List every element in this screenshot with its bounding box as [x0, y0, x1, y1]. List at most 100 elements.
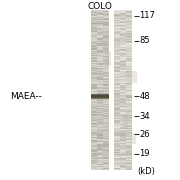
Bar — [120, 123, 126, 124]
Bar — [97, 119, 103, 120]
Bar — [91, 35, 97, 37]
Bar — [114, 19, 120, 20]
Bar — [91, 163, 97, 164]
Bar — [97, 161, 103, 162]
Bar — [91, 97, 97, 98]
Bar — [97, 20, 103, 21]
Bar — [120, 118, 126, 119]
Bar — [114, 24, 120, 25]
Bar — [126, 156, 132, 157]
Bar — [114, 86, 120, 87]
Bar — [126, 101, 132, 102]
Bar — [126, 62, 132, 63]
Bar — [103, 103, 109, 104]
Bar — [97, 149, 103, 150]
Bar — [126, 84, 132, 85]
Bar — [126, 84, 132, 85]
Bar — [97, 145, 103, 146]
Bar — [120, 163, 126, 164]
Bar — [97, 14, 103, 15]
Bar — [114, 64, 120, 65]
Bar — [103, 167, 109, 168]
Bar — [120, 35, 126, 36]
Bar — [114, 72, 120, 73]
Bar — [97, 69, 103, 70]
Text: 34: 34 — [140, 112, 150, 121]
Text: 48: 48 — [140, 92, 150, 101]
Bar — [103, 37, 109, 38]
Bar — [97, 64, 103, 65]
Bar — [91, 119, 97, 120]
Bar — [126, 17, 132, 18]
Bar — [97, 21, 103, 22]
Bar — [103, 156, 109, 158]
Bar — [97, 45, 103, 46]
Bar — [103, 98, 109, 99]
Bar — [91, 64, 97, 65]
Bar — [126, 48, 132, 49]
Bar — [114, 107, 120, 108]
Bar — [126, 149, 132, 150]
Bar — [91, 19, 97, 21]
Bar — [120, 84, 126, 85]
Bar — [91, 21, 97, 22]
Bar — [126, 56, 132, 57]
Bar — [114, 131, 120, 132]
Bar — [91, 61, 97, 62]
Bar — [126, 45, 132, 46]
Bar — [120, 36, 126, 37]
Bar — [114, 32, 120, 33]
Bar — [126, 80, 132, 81]
Bar — [120, 35, 126, 37]
Bar — [91, 58, 97, 59]
Bar — [114, 143, 120, 144]
Bar — [126, 80, 132, 81]
Bar — [114, 97, 120, 98]
Bar — [126, 148, 132, 149]
Bar — [114, 76, 120, 77]
Bar — [97, 134, 103, 135]
Bar — [114, 169, 120, 170]
Bar — [114, 80, 120, 81]
Bar — [126, 87, 132, 88]
Bar — [120, 29, 126, 30]
Bar — [91, 81, 97, 82]
Bar — [126, 107, 132, 108]
Bar — [91, 71, 97, 72]
Bar — [114, 108, 120, 109]
Bar — [91, 69, 97, 70]
Bar — [103, 72, 109, 73]
Bar — [126, 128, 132, 129]
Bar — [126, 106, 132, 107]
Bar — [126, 97, 132, 98]
Bar — [126, 37, 132, 38]
Bar — [120, 101, 126, 102]
Bar — [126, 152, 132, 154]
Bar — [91, 80, 97, 81]
Bar — [103, 148, 109, 149]
Bar — [97, 157, 103, 158]
Bar — [97, 44, 103, 45]
Bar — [126, 96, 132, 97]
Bar — [114, 164, 120, 165]
Bar — [103, 30, 109, 31]
Bar — [126, 41, 132, 42]
Bar — [126, 92, 132, 93]
Bar — [103, 92, 109, 93]
Bar — [114, 56, 120, 57]
Bar — [97, 115, 103, 116]
Bar — [103, 54, 109, 55]
Bar — [120, 141, 126, 142]
Text: 85: 85 — [140, 36, 150, 45]
Bar — [91, 99, 97, 100]
Bar — [91, 116, 97, 117]
Bar — [97, 38, 103, 39]
Bar — [120, 136, 126, 138]
Bar — [97, 71, 103, 72]
Bar — [103, 34, 109, 35]
Bar — [120, 156, 126, 157]
Bar — [91, 93, 97, 94]
Bar — [97, 19, 103, 21]
Bar — [126, 110, 132, 111]
Bar — [97, 120, 103, 122]
